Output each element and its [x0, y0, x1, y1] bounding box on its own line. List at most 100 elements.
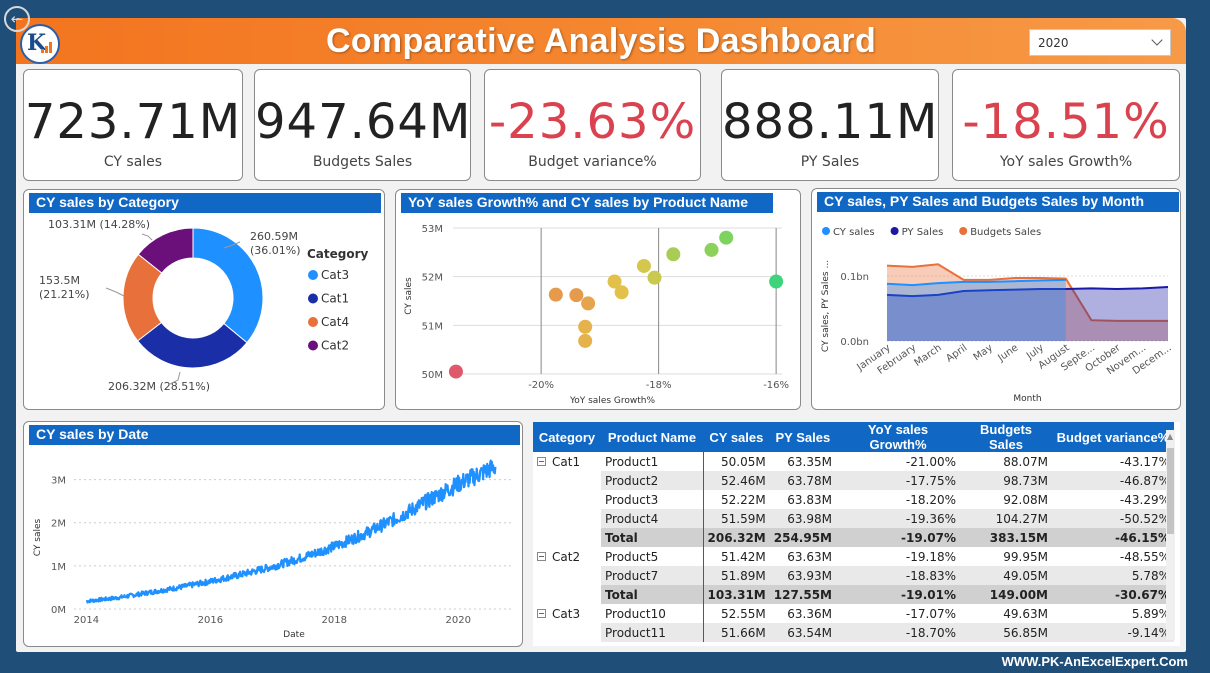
column-header-py-sales[interactable]: PY Sales: [769, 422, 836, 452]
table-row[interactable]: Product3 52.22M 63.83M -18.20% 92.08M -43.29%: [533, 490, 1174, 509]
series-line-py-sales[interactable]: [886, 286, 1169, 298]
table-row[interactable]: Product4 51.59M 63.98M -19.36% 104.27M -50.52…: [533, 509, 1174, 528]
scatter-point[interactable]: [769, 274, 784, 289]
scatter-point[interactable]: [448, 364, 463, 379]
scatter-point[interactable]: [581, 296, 596, 311]
scatter-point[interactable]: [548, 287, 563, 302]
x-tick-label: -20%: [528, 380, 554, 391]
scatter-point[interactable]: [578, 319, 593, 334]
table-cell-yoy-growth: -17.07%: [905, 606, 956, 621]
kpi-label: YoY sales Growth%: [999, 154, 1133, 170]
table-cell-py-sales: 63.35M: [787, 454, 832, 469]
table-total-row[interactable]: Total 206.32M 254.95M -19.07% 383.15M -46.15%: [533, 528, 1174, 547]
y-tick-label: 3M: [51, 476, 66, 487]
table-row[interactable]: Cat1 Product1 50.05M 63.35M -21.00% 88.07M -43…: [533, 452, 1174, 471]
series-line-cy-sales[interactable]: [85, 459, 497, 604]
panel-title: CY sales by Date: [29, 425, 520, 445]
legend-marker: [822, 227, 830, 235]
y-tick-label: 2M: [51, 519, 66, 530]
y-axis-title: CY sales, PY Sales ...: [821, 260, 831, 352]
table-cell-category: [533, 471, 601, 490]
column-header-cy-sales[interactable]: CY sales: [703, 422, 770, 452]
panel-cy-sales-by-category[interactable]: CY sales by Category 260.59M (36.01%) 206.…: [23, 189, 385, 410]
x-tick-label: May: [972, 342, 995, 363]
scatter-chart: 50M 51M 52M 53M -20% -18% -16% YoY sales Growth…: [404, 224, 789, 406]
collapse-icon[interactable]: [537, 456, 546, 466]
slice-value-label: 260.59M: [250, 230, 298, 243]
table-row[interactable]: Product11 51.66M 63.54M -18.70% 56.85M -9.14%: [533, 623, 1174, 642]
table-total-row[interactable]: Total 103.31M 127.55M -19.01% 149.00M -30.67%: [533, 585, 1174, 604]
series-line-budgets-sales[interactable]: [886, 263, 1168, 322]
panel-yoy-scatter[interactable]: YoY sales Growth% and CY sales by Produc…: [395, 189, 801, 410]
scroll-up-icon[interactable]: ▲: [1167, 432, 1174, 441]
scatter-point[interactable]: [719, 230, 734, 245]
logo-bars-icon: [41, 41, 53, 53]
table-cell-budget-sales: 383.15M: [960, 528, 1052, 547]
column-header-yoy-growth[interactable]: YoY sales Growth%: [836, 422, 960, 452]
table-cell-py-sales: 63.63M: [787, 549, 832, 564]
donut-slice-cat2[interactable]: [137, 227, 194, 274]
x-tick-label: 2016: [198, 615, 223, 626]
scatter-point[interactable]: [647, 270, 662, 285]
kpi-card-cy-sales[interactable]: 723.71M CY sales: [23, 69, 243, 181]
x-tick-label: -18%: [646, 380, 672, 391]
y-tick-label: 0.1bn: [840, 272, 869, 283]
table-row[interactable]: Product7 51.89M 63.93M -18.83% 49.05M 5.78%: [533, 566, 1174, 585]
scatter-point[interactable]: [578, 333, 593, 348]
collapse-icon[interactable]: [537, 551, 546, 561]
scrollbar-thumb[interactable]: [1167, 448, 1174, 534]
scatter-point[interactable]: [666, 247, 681, 262]
kpi-value: -23.63%: [488, 94, 697, 150]
x-tick-label: -16%: [763, 380, 789, 391]
scatter-point[interactable]: [704, 242, 719, 257]
table-cell-budget-variance: 5.78%: [1052, 566, 1174, 585]
scatter-point[interactable]: [614, 285, 629, 300]
donut-chart: 260.59M(36.01%) 206.32M (28.51%) 153.5M(21…: [39, 218, 369, 393]
category-label: Cat3: [552, 606, 581, 621]
category-label: Cat1: [552, 454, 581, 469]
kpi-card-yoy-growth[interactable]: -18.51% YoY sales Growth%: [952, 69, 1180, 181]
year-slicer-dropdown[interactable]: 2020: [1029, 29, 1171, 56]
collapse-icon[interactable]: [537, 608, 546, 618]
table-cell-cy-sales: 52.22M: [702, 490, 770, 509]
dashboard-title: Comparative Analysis Dashboard: [325, 22, 877, 60]
kpi-card-budget-variance[interactable]: -23.63% Budget variance%: [484, 69, 701, 181]
legend-title: Category: [307, 247, 369, 261]
table-scrollbar[interactable]: ▲: [1166, 430, 1175, 640]
kpi-card-py-sales[interactable]: 888.11M PY Sales: [721, 69, 939, 181]
table-cell-budget-sales: 92.08M: [1003, 492, 1048, 507]
series-line-cy-sales[interactable]: [886, 278, 1066, 287]
table-cell-py-sales: 63.54M: [769, 623, 836, 642]
panel-monthly-sales[interactable]: CY sales, PY Sales and Budgets Sales by …: [811, 188, 1181, 410]
kpi-card-budget-sales[interactable]: 947.64M Budgets Sales: [254, 69, 471, 181]
table-cell-cy-sales: 103.31M: [702, 585, 770, 604]
scatter-point[interactable]: [607, 274, 622, 289]
leader-line: [223, 241, 241, 249]
leader-line: [141, 233, 153, 241]
table-cell-budget-variance: -48.55%: [1119, 549, 1170, 564]
donut-slice-cat1[interactable]: [136, 321, 248, 369]
table-row[interactable]: Cat2 Product5 51.42M 63.63M -19.18% 99.95M -48…: [533, 547, 1174, 566]
table-cell-product: Product10: [605, 606, 666, 621]
column-header-category[interactable]: Category: [533, 422, 601, 452]
scatter-point[interactable]: [569, 288, 584, 303]
table-header-row: Category Product Name CY sales PY Sales …: [533, 422, 1174, 452]
table-cell-category: [533, 528, 601, 547]
table-row[interactable]: Product2 52.46M 63.78M -17.75% 98.73M -46.87%: [533, 471, 1174, 490]
table-row[interactable]: Cat3 Product10 52.55M 63.36M -17.07% 49.63M 5.…: [533, 604, 1174, 623]
x-tick-label: 2014: [74, 615, 99, 626]
back-arrow-icon[interactable]: ←: [4, 6, 30, 32]
table-cell-cy-sales: 50.05M: [702, 452, 770, 471]
panel-cy-sales-by-date[interactable]: CY sales by Date 0M 1M 2M 3M 2014 2016 2018 202…: [23, 421, 523, 647]
table-cell-category: [533, 623, 601, 642]
legend-item: CY sales: [833, 227, 875, 238]
table-cell-product: Product2: [601, 471, 703, 490]
table-cell-product: Product7: [601, 566, 703, 585]
scatter-point[interactable]: [636, 258, 651, 273]
column-header-budget-sales[interactable]: Budgets Sales: [960, 422, 1052, 452]
column-header-budget-variance[interactable]: Budget variance%: [1052, 422, 1174, 452]
legend-item: Budgets Sales: [970, 227, 1041, 238]
table-cell-budget-variance: -30.67%: [1052, 585, 1174, 604]
sales-matrix-table[interactable]: Category Product Name CY sales PY Sales …: [533, 422, 1180, 646]
column-header-product-name[interactable]: Product Name: [601, 422, 703, 452]
